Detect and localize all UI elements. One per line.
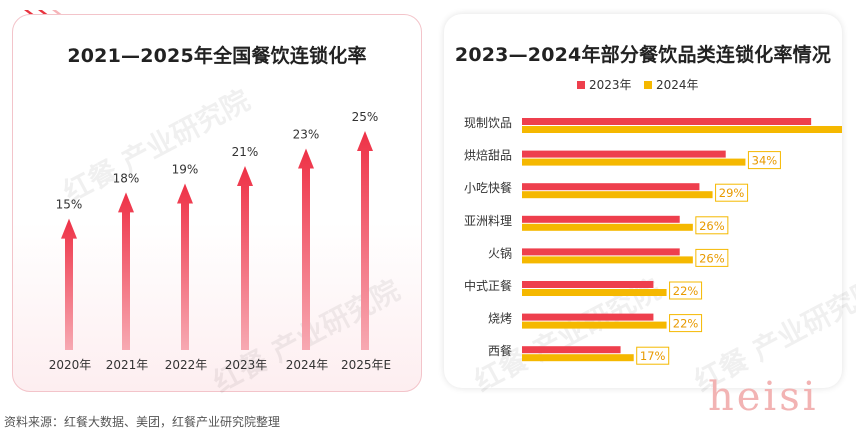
value-label-box [636,346,670,365]
bar-2024 [522,191,713,199]
annual-chain-rate-card: 2021—2025年全国餐饮连锁化率 红餐 产业研究院 红餐 产业研究院 15%… [12,14,422,399]
arrow-bar [357,131,373,350]
bar-2023 [522,150,726,158]
year-tick-label: 2025年E [341,358,391,372]
arrow-value-label: 25% [352,110,379,124]
arrow-value-label: 23% [293,128,320,142]
bar-2023 [522,248,680,256]
legend-swatch-2024 [644,81,652,89]
value-label-box [695,248,729,267]
source-note: 资料来源：红餐大数据、美团，红餐产业研究院整理 [4,415,281,429]
arrow-value-label: 21% [232,145,259,159]
bar-2023 [522,281,654,288]
left-chart-title: 2021—2025年全国餐饮连锁化率 [67,45,367,67]
right-chart-canvas: 2023年2024年现制饮品49%烘焙甜品34%小吃快餐29%亚洲料理26%火锅… [464,78,842,365]
bar-2024 [522,321,667,329]
bar-2023 [522,346,621,354]
bar-2024 [522,256,693,264]
arrow-value-label: 19% [172,163,199,177]
value-label: 22% [673,284,699,298]
value-label: 22% [673,317,699,331]
year-tick-label: 2022年 [165,358,208,372]
category-label: 现制饮品 [464,116,512,130]
left-chart-canvas: 15% 2020年 18% 2021年 19% 2022年 21% 2023年 23% 2024年… [49,110,391,372]
arrow-bar [177,183,193,350]
category-label: 火锅 [488,245,512,260]
arrow-value-label: 18% [113,171,140,185]
legend-label-2024: 2024年 [656,78,699,92]
category-label: 烘焙甜品 [464,148,512,163]
category-label: 西餐 [488,343,512,358]
value-label-box [669,314,703,333]
bar-2023 [522,118,812,125]
bar-2024 [522,354,634,362]
bar-2024 [522,289,667,296]
category-chain-rate-card: 2023—2024年部分餐饮品类连锁化率情况 红餐 产业研究院 红餐 产业研究院… [444,14,856,398]
value-label: 17% [640,349,666,363]
category-label: 小吃快餐 [464,180,512,195]
signature: heisi [708,374,819,420]
value-label-box [669,281,703,300]
value-label: 26% [699,219,725,233]
value-label-box [747,151,781,170]
value-label-box [715,183,749,202]
bar-2023 [522,183,700,191]
category-label: 亚洲料理 [464,214,512,228]
year-tick-label: 2023年 [225,358,268,372]
bar-2024 [522,158,746,166]
value-label: 34% [752,154,778,168]
value-label: 29% [719,186,745,200]
bar-2024 [522,223,693,231]
legend-label-2023: 2023年 [589,78,632,92]
year-tick-label: 2021年 [106,358,149,372]
year-tick-label: 2020年 [49,358,92,372]
category-label: 烧烤 [488,311,512,326]
legend-swatch-2023 [577,81,585,89]
bar-2024 [522,126,842,133]
right-chart-title: 2023—2024年部分餐饮品类连锁化率情况 [454,44,832,66]
arrow-bar [298,148,314,350]
bar-2023 [522,313,654,321]
category-label: 中式正餐 [464,278,512,293]
year-tick-label: 2024年 [286,358,329,372]
bar-2023 [522,215,680,223]
arrow-bar [118,192,134,350]
arrow-bar [61,218,77,350]
arrow-value-label: 15% [56,198,83,212]
value-label-box [695,216,729,235]
arrow-bar [237,166,253,350]
value-label: 26% [699,251,725,265]
